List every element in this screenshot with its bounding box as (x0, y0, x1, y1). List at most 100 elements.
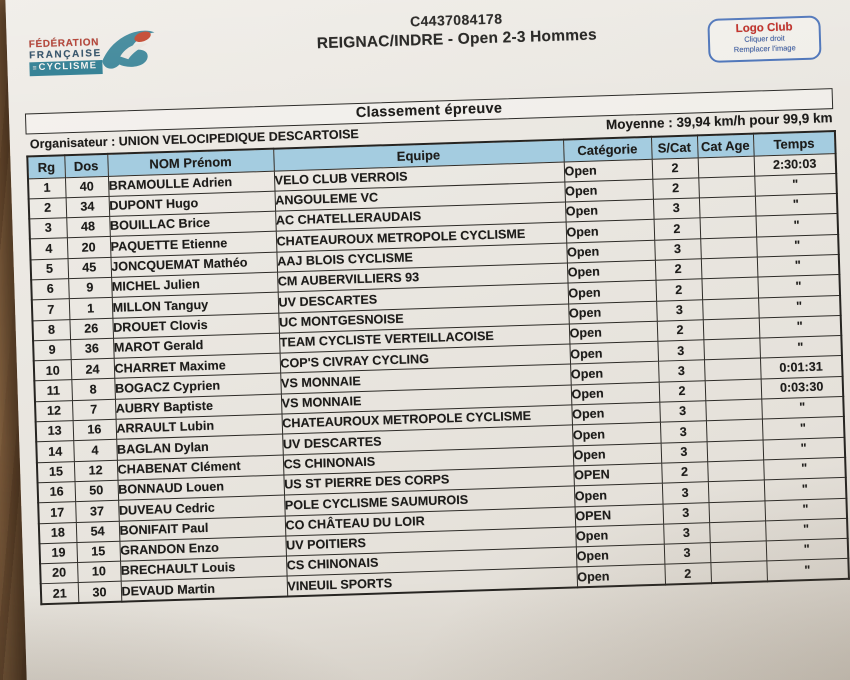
cell-category: Open (571, 422, 661, 446)
cell-category: Open (568, 321, 658, 345)
cell-rank: 20 (40, 562, 78, 585)
section-title: Classement épreuve (355, 100, 503, 122)
column-header: Temps (752, 131, 836, 156)
cell-subcategory: 2 (652, 177, 699, 200)
race-titles: C4437084178 REIGNAC/INDRE - Open 2-3 Hom… (186, 3, 727, 57)
cell-bib: 34 (65, 196, 110, 218)
cell-time: " (765, 518, 848, 542)
cell-age-category (706, 439, 764, 462)
cell-time: 0:01:31 (759, 355, 843, 379)
cell-time: " (756, 234, 839, 258)
cell-category: Open (572, 442, 662, 466)
cell-bib: 8 (71, 378, 115, 401)
cell-time: " (754, 193, 838, 217)
cell-bib: 54 (75, 520, 120, 543)
cell-bib: 4 (73, 439, 117, 462)
cell-subcategory: 2 (655, 279, 703, 301)
cell-time: " (766, 558, 849, 582)
cell-time: " (763, 477, 847, 501)
cell-subcategory: 2 (653, 218, 701, 240)
cell-age-category (698, 196, 756, 219)
cell-bib: 45 (67, 257, 112, 279)
cell-time: 2:30:03 (753, 153, 837, 176)
cell-rank: 8 (32, 319, 71, 341)
cell-age-category (710, 561, 768, 584)
cell-subcategory: 3 (652, 197, 700, 220)
cell-subcategory: 3 (662, 502, 710, 524)
cell-category: Open (567, 280, 657, 304)
column-header: Cat Age (696, 133, 754, 158)
cell-age-category (702, 297, 759, 320)
cell-time: " (756, 254, 840, 278)
cell-category: Open (570, 361, 659, 385)
cell-category: Open (564, 199, 654, 223)
column-header: Rg (27, 155, 65, 179)
cell-rank: 17 (38, 501, 76, 524)
cell-category: Open (566, 239, 655, 264)
column-header: S/Cat (650, 135, 698, 159)
cell-time: " (761, 396, 844, 420)
cell-age-category (708, 500, 766, 523)
cell-time: " (755, 213, 839, 237)
cell-age-category (699, 216, 757, 239)
cell-category: Open (566, 260, 656, 284)
column-header: Catégorie (563, 136, 652, 162)
cell-bib: 40 (64, 175, 109, 198)
ffc-logo-text: FÉDÉRATION FRANÇAISE ≡ CYCLISME (29, 37, 103, 77)
cell-subcategory: 2 (661, 461, 708, 484)
cell-time: " (757, 274, 841, 298)
cell-time: " (765, 538, 849, 562)
cell-category: Open (573, 483, 663, 507)
cell-rank: 12 (34, 400, 73, 422)
cell-rank: 16 (37, 481, 76, 504)
cell-bib: 36 (70, 338, 114, 360)
ffc-logo-band-prefix: ≡ (32, 65, 37, 73)
cell-category: Open (568, 300, 657, 324)
cell-age-category (698, 175, 755, 198)
results-body: 1 40 BRAMOULLE Adrien VELO CLUB VERROIS Open… (27, 153, 849, 605)
cell-time: 0:03:30 (760, 376, 844, 400)
cell-age-category (697, 155, 755, 178)
cell-rank: 15 (36, 461, 75, 483)
results-table: Rg Dos NOM Prénom Equipe Catégorie S/Cat Cat A… (26, 130, 850, 606)
cell-age-category (702, 317, 760, 340)
cell-bib: 37 (75, 500, 119, 523)
cell-rank: 7 (31, 298, 70, 321)
cell-time: " (761, 416, 845, 440)
cell-subcategory: 2 (654, 258, 702, 281)
paper-sheet: FÉDÉRATION FRANÇAISE ≡ CYCLISME C44370841… (4, 0, 850, 680)
cell-time: " (758, 315, 842, 339)
cell-bib: 16 (72, 419, 117, 441)
cell-subcategory: 3 (663, 542, 711, 565)
cell-rank: 2 (28, 197, 67, 219)
cell-subcategory: 2 (656, 319, 704, 342)
cell-bib: 10 (77, 561, 121, 583)
cell-category: Open (575, 523, 664, 548)
cell-rank: 9 (33, 339, 71, 362)
cell-subcategory: 2 (651, 157, 699, 180)
cell-rank: 10 (33, 359, 72, 382)
cell-bib: 7 (71, 399, 116, 421)
cell-time: " (762, 437, 846, 460)
cell-time: " (754, 173, 837, 197)
cell-bib: 30 (77, 581, 122, 604)
column-header: Dos (64, 153, 108, 178)
cell-category: OPEN (573, 463, 662, 487)
cell-age-category (707, 459, 764, 482)
cell-bib: 26 (69, 317, 114, 340)
cell-age-category (703, 338, 760, 361)
cell-age-category (705, 419, 763, 442)
cell-category: Open (563, 158, 653, 182)
cell-bib: 9 (68, 277, 112, 299)
cell-bib: 1 (68, 297, 113, 320)
cell-subcategory: 3 (657, 339, 705, 362)
cell-name: DEVAUD Martin (120, 576, 288, 602)
cell-bib: 50 (74, 480, 119, 502)
cell-age-category (704, 378, 762, 401)
ffc-cyclist-swoosh-icon (102, 30, 155, 69)
cell-time: " (763, 457, 846, 481)
cell-category: Open (570, 381, 660, 406)
cell-time: " (764, 497, 848, 521)
logo-club-box: Logo Club Cliquer droit Remplacer l'imag… (707, 15, 822, 63)
